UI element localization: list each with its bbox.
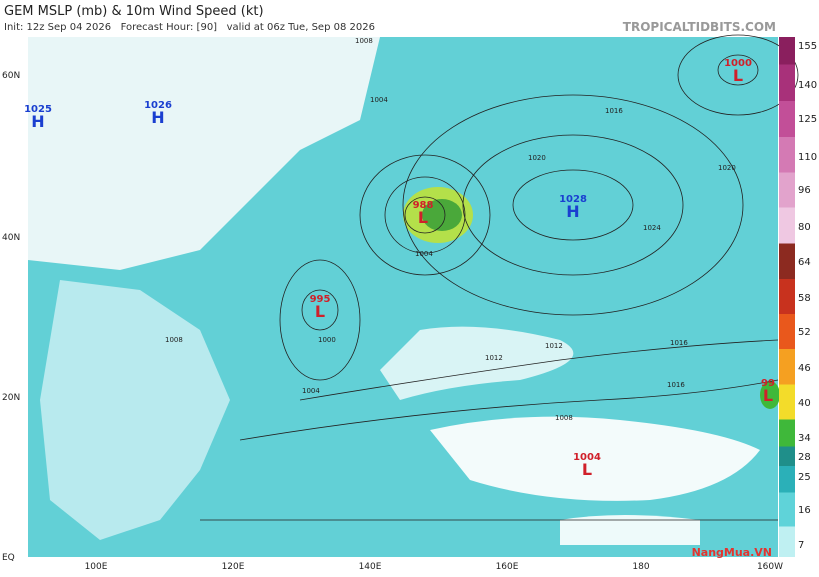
colorbar-label: 46 [798, 363, 811, 374]
colorbar-swatch [779, 279, 795, 314]
colorbar-label: 16 [798, 505, 811, 516]
center-letter: L [763, 386, 773, 405]
center-pressure: 1000 [724, 58, 752, 69]
lat-label: 60N [2, 71, 20, 81]
isobar-label: 1024 [643, 224, 661, 232]
lon-label: 160E [496, 562, 519, 572]
isobar-label: 1004 [415, 250, 433, 258]
colorbar-label: 155 [798, 41, 817, 52]
lon-label: 160W [757, 562, 783, 572]
colorbar-label: 28 [798, 452, 811, 463]
colorbar-swatch [779, 64, 795, 101]
site: TROPICALTIDBITS.COM [623, 20, 776, 34]
colorbar-swatch [779, 349, 795, 385]
isobar-label: 1004 [302, 387, 320, 395]
watermark: NangMua.VN [692, 546, 772, 559]
lon-label: 140E [359, 562, 382, 572]
center-pressure: 1026 [144, 100, 172, 111]
lon-label: 180 [632, 562, 649, 572]
isobars [200, 34, 799, 521]
colorbar-label: 64 [798, 257, 811, 268]
isobar-label: 1008 [555, 414, 573, 422]
lat-label: EQ [2, 553, 15, 563]
colorbar-swatch [779, 466, 795, 493]
center-pressure: 988 [413, 200, 434, 211]
isobar-label: 1012 [545, 342, 563, 350]
center-pressure: 1028 [559, 194, 587, 205]
colorbar-label: 110 [798, 152, 817, 163]
colorbar-swatch [779, 37, 795, 65]
colorbar-swatch [779, 446, 795, 466]
isobar-label: 1004 [370, 96, 388, 104]
colorbar-swatch [779, 526, 795, 557]
wind-max [422, 199, 462, 231]
colorbar-swatch [779, 207, 795, 244]
map [28, 34, 799, 557]
colorbar-swatch [779, 314, 795, 349]
land-area [40, 280, 230, 540]
center-letter: L [733, 66, 743, 85]
colorbar-label: 34 [798, 433, 811, 444]
colorbar-label: 7 [798, 540, 804, 551]
subtitle: Init: 12z Sep 04 2026 Forecast Hour: [90… [4, 22, 375, 33]
colorbar-label: 96 [798, 185, 811, 196]
isobar-label: 1020 [528, 154, 546, 162]
center-letter: H [151, 108, 164, 127]
isobar-label: 1020 [718, 164, 736, 172]
colorbar-swatch [779, 101, 795, 137]
center-pressure: 1004 [573, 452, 601, 463]
wind-max [760, 381, 780, 409]
center-letter: L [418, 208, 428, 227]
isobar-label: 1016 [667, 381, 685, 389]
colorbar-label: 40 [798, 398, 811, 409]
center-letter: L [582, 460, 592, 479]
isobar-label: 1008 [355, 37, 373, 45]
center-pressure: 995 [310, 294, 331, 305]
center-letter: L [315, 302, 325, 321]
colorbar-label: 140 [798, 80, 817, 91]
colorbar-swatch [779, 243, 795, 279]
colorbar-label: 125 [798, 114, 817, 125]
lon-label: 120E [222, 562, 245, 572]
center-letter: H [31, 112, 44, 131]
colorbar-label: 80 [798, 222, 811, 233]
calm-area [560, 515, 700, 545]
colorbar-swatch [779, 137, 795, 173]
center-pressure: 1025 [24, 104, 52, 115]
colorbar-swatch [779, 419, 795, 447]
lat-label: 20N [2, 393, 20, 403]
colorbar-label: 58 [798, 293, 811, 304]
calm-area [430, 416, 760, 501]
title: GEM MSLP (mb) & 10m Wind Speed (kt) [4, 4, 264, 19]
lon-label: 100E [85, 562, 108, 572]
isobar-label: 1016 [605, 107, 623, 115]
colorbar-swatch [779, 384, 795, 420]
center-pressure: 99 [761, 378, 775, 389]
isobar-label: 1012 [485, 354, 503, 362]
colorbar-swatch [779, 492, 795, 527]
lat-label: 40N [2, 233, 20, 243]
colorbar-label: 25 [798, 472, 811, 483]
center-letter: H [566, 202, 579, 221]
calm-area [380, 326, 574, 400]
colorbar-label: 52 [798, 327, 811, 338]
isobar-label: 1008 [165, 336, 183, 344]
land-area [28, 37, 380, 270]
colorbar: 155 140 125 110 96 80 64 58 52 46 40 34 28 25 16 7 [779, 37, 817, 557]
colorbar-swatch [779, 172, 795, 208]
isobar-label: 1000 [318, 336, 336, 344]
isobar-label: 1016 [670, 339, 688, 347]
